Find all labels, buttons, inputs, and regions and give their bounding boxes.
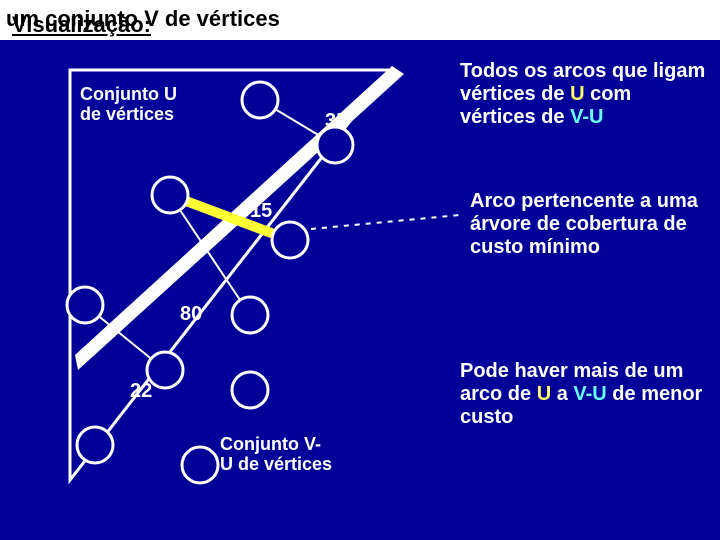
annotation-text: Pode haver mais de um arco de U a V-U de… bbox=[460, 360, 710, 429]
caption-set-u: Conjunto Ude vértices bbox=[80, 85, 177, 125]
edge-weight: 22 bbox=[130, 380, 152, 403]
page-title: Visualização: um conjunto V de vértices bbox=[6, 6, 280, 32]
diagram-stage: Conjunto Ude vértices Conjunto V-U de vé… bbox=[0, 40, 720, 540]
edge-weight: 15 bbox=[250, 200, 272, 223]
caption-set-v-minus-u: Conjunto V-U de vértices bbox=[220, 435, 332, 475]
edge-weight: 35 bbox=[325, 110, 347, 133]
annotation-text: Arco pertencente a uma árvore de cobertu… bbox=[470, 190, 710, 259]
edge-weight: 80 bbox=[180, 303, 202, 326]
header-bar: Visualização: um conjunto V de vértices bbox=[0, 0, 720, 40]
annotation-text: Todos os arcos que ligam vértices de U c… bbox=[460, 60, 710, 129]
